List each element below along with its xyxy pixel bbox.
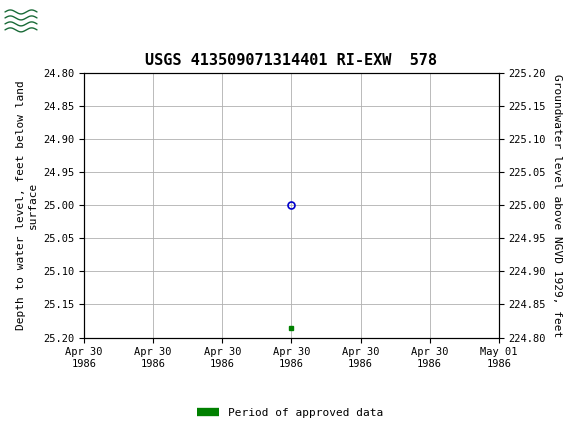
Y-axis label: Depth to water level, feet below land
surface: Depth to water level, feet below land su… [16,80,38,330]
Legend: Period of approved data: Period of approved data [193,403,387,422]
Title: USGS 413509071314401 RI-EXW  578: USGS 413509071314401 RI-EXW 578 [146,53,437,68]
FancyBboxPatch shape [4,4,38,34]
Text: USGS: USGS [44,10,95,28]
Y-axis label: Groundwater level above NGVD 1929, feet: Groundwater level above NGVD 1929, feet [552,74,561,337]
